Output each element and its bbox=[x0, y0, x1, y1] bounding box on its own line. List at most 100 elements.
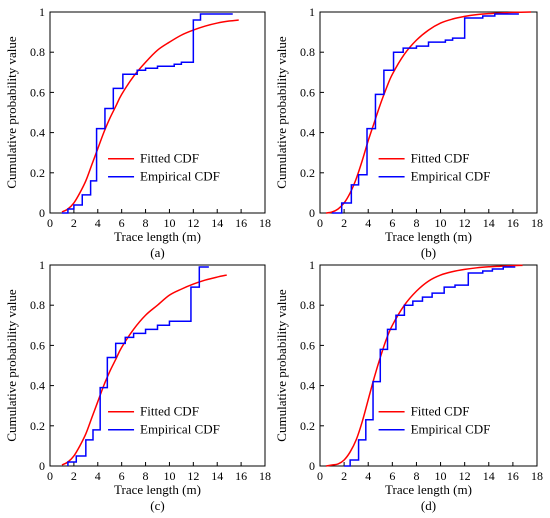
panel-label: (d) bbox=[421, 498, 436, 513]
y-tick-label: 0.4 bbox=[30, 379, 45, 393]
y-axis-label: Cumulative probability value bbox=[4, 289, 19, 442]
y-tick-label: 0 bbox=[39, 206, 45, 220]
x-tick-label: 0 bbox=[47, 469, 53, 483]
x-axis-label: Trace length (m) bbox=[114, 229, 201, 244]
y-tick-label: 0.6 bbox=[30, 338, 45, 352]
y-tick-label: 0.8 bbox=[30, 45, 45, 59]
y-tick-label: 0.6 bbox=[30, 85, 45, 99]
legend-label: Fitted CDF bbox=[411, 151, 470, 166]
plot-frame bbox=[319, 264, 538, 467]
y-tick-label: 0.6 bbox=[300, 85, 315, 99]
y-tick-label: 0.2 bbox=[30, 419, 45, 433]
x-tick-label: 16 bbox=[235, 216, 247, 230]
x-tick-label: 18 bbox=[531, 469, 543, 483]
y-tick-label: 0.6 bbox=[300, 338, 315, 352]
plot-frame bbox=[49, 264, 266, 467]
x-tick-label: 4 bbox=[365, 469, 371, 483]
y-axis-label: Cumulative probability value bbox=[274, 289, 289, 442]
y-tick-label: 0.8 bbox=[300, 298, 315, 312]
x-tick-label: 10 bbox=[163, 469, 175, 483]
series-line-empirical-cdf bbox=[344, 266, 516, 467]
x-tick-label: 6 bbox=[119, 469, 125, 483]
series-line-empirical-cdf bbox=[332, 13, 519, 214]
x-tick-label: 2 bbox=[341, 469, 347, 483]
x-tick-label: 10 bbox=[163, 216, 175, 230]
y-tick-label: 1 bbox=[39, 258, 45, 272]
y-tick-label: 0.4 bbox=[300, 126, 315, 140]
x-tick-label: 0 bbox=[317, 216, 323, 230]
x-tick-label: 16 bbox=[507, 469, 519, 483]
series-line-empirical-cdf bbox=[61, 13, 233, 214]
y-tick-label: 0.8 bbox=[30, 298, 45, 312]
x-tick-label: 2 bbox=[341, 216, 347, 230]
series-line-fitted-cdf bbox=[61, 274, 227, 466]
y-tick-label: 0.2 bbox=[30, 166, 45, 180]
x-tick-label: 10 bbox=[435, 469, 447, 483]
y-tick-label: 0.2 bbox=[300, 166, 315, 180]
x-tick-label: 18 bbox=[259, 216, 271, 230]
y-tick-label: 0.4 bbox=[300, 379, 315, 393]
x-tick-label: 16 bbox=[507, 216, 519, 230]
y-tick-label: 0 bbox=[309, 206, 315, 220]
x-tick-label: 0 bbox=[317, 469, 323, 483]
panel-label: (c) bbox=[150, 498, 164, 513]
x-tick-label: 10 bbox=[435, 216, 447, 230]
y-tick-label: 0.2 bbox=[300, 419, 315, 433]
legend-label: Fitted CDF bbox=[140, 404, 199, 419]
series-line-empirical-cdf bbox=[67, 266, 209, 466]
x-tick-label: 8 bbox=[143, 216, 149, 230]
panel-label: (a) bbox=[150, 245, 164, 260]
legend-label: Empirical CDF bbox=[140, 169, 220, 184]
series-line-fitted-cdf bbox=[325, 264, 523, 467]
x-tick-label: 14 bbox=[211, 216, 223, 230]
x-tick-label: 12 bbox=[459, 469, 471, 483]
y-tick-label: 0.4 bbox=[30, 126, 45, 140]
plot-frame bbox=[49, 11, 266, 214]
x-axis-label: Trace length (m) bbox=[385, 229, 472, 244]
y-tick-label: 0 bbox=[39, 459, 45, 473]
chart-panel-3: 0 2 4 6 8 10 12 14 16 18 0 0.2 0.4 0.6 0.8 1 Trace lengt… bbox=[4, 258, 271, 513]
x-tick-label: 18 bbox=[531, 216, 543, 230]
plot-frame bbox=[319, 11, 538, 214]
x-tick-label: 8 bbox=[413, 216, 419, 230]
x-tick-label: 8 bbox=[143, 469, 149, 483]
panel-label: (b) bbox=[421, 245, 436, 260]
legend-label: Empirical CDF bbox=[411, 169, 491, 184]
y-tick-label: 0.8 bbox=[300, 45, 315, 59]
y-axis-label: Cumulative probability value bbox=[4, 36, 19, 189]
x-tick-label: 6 bbox=[119, 216, 125, 230]
legend-label: Empirical CDF bbox=[411, 422, 491, 437]
x-tick-label: 12 bbox=[459, 216, 471, 230]
x-tick-label: 14 bbox=[211, 469, 223, 483]
series-line-fitted-cdf bbox=[325, 11, 531, 214]
x-tick-label: 18 bbox=[259, 469, 271, 483]
x-tick-label: 14 bbox=[483, 216, 495, 230]
legend-label: Fitted CDF bbox=[411, 404, 470, 419]
x-tick-label: 2 bbox=[71, 216, 77, 230]
x-tick-label: 12 bbox=[187, 469, 199, 483]
chart-panel-1: 0 2 4 6 8 10 12 14 16 18 0 0.2 0.4 0.6 0.8 1 Trace lengt… bbox=[4, 5, 271, 260]
y-tick-label: 1 bbox=[309, 5, 315, 19]
legend-label: Empirical CDF bbox=[140, 422, 220, 437]
x-tick-label: 4 bbox=[95, 216, 101, 230]
chart-panel-4: 0 2 4 6 8 10 12 14 16 18 0 0.2 0.4 0.6 0.8 1 Trace lengt… bbox=[274, 258, 543, 513]
legend-label: Fitted CDF bbox=[140, 151, 199, 166]
y-axis-label: Cumulative probability value bbox=[274, 36, 289, 189]
x-tick-label: 14 bbox=[483, 469, 495, 483]
x-axis-label: Trace length (m) bbox=[114, 482, 201, 497]
x-axis-label: Trace length (m) bbox=[385, 482, 472, 497]
y-tick-label: 0 bbox=[309, 459, 315, 473]
y-tick-label: 1 bbox=[39, 5, 45, 19]
x-tick-label: 4 bbox=[95, 469, 101, 483]
chart-panel-2: 0 2 4 6 8 10 12 14 16 18 0 0.2 0.4 0.6 0.8 1 Trace lengt… bbox=[274, 5, 543, 260]
x-tick-label: 4 bbox=[365, 216, 371, 230]
x-tick-label: 16 bbox=[235, 469, 247, 483]
x-tick-label: 8 bbox=[413, 469, 419, 483]
x-tick-label: 6 bbox=[389, 216, 395, 230]
y-tick-label: 1 bbox=[309, 258, 315, 272]
x-tick-label: 2 bbox=[71, 469, 77, 483]
series-line-fitted-cdf bbox=[61, 19, 239, 213]
x-tick-label: 12 bbox=[187, 216, 199, 230]
x-tick-label: 0 bbox=[47, 216, 53, 230]
